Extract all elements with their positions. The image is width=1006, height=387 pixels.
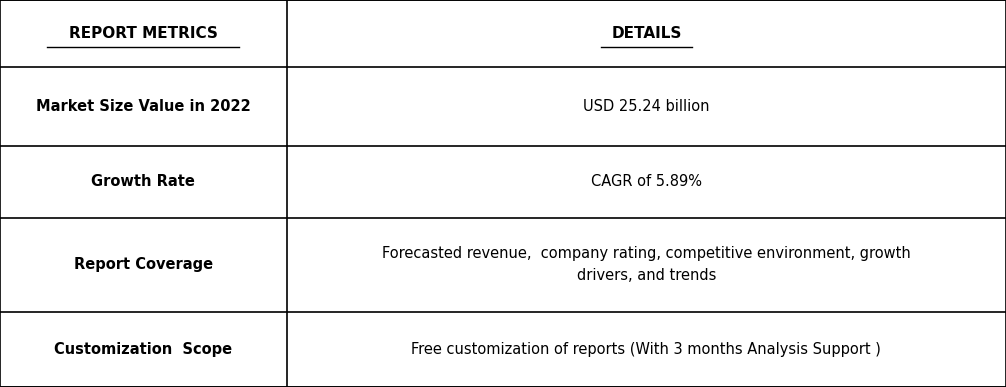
Text: REPORT METRICS: REPORT METRICS: [69, 26, 217, 41]
Text: Forecasted revenue,  company rating, competitive environment, growth
drivers, an: Forecasted revenue, company rating, comp…: [382, 246, 910, 283]
Text: CAGR of 5.89%: CAGR of 5.89%: [591, 175, 702, 190]
Text: USD 25.24 billion: USD 25.24 billion: [583, 99, 709, 114]
Text: Report Coverage: Report Coverage: [73, 257, 213, 272]
Text: DETAILS: DETAILS: [612, 26, 681, 41]
Text: Free customization of reports (With 3 months Analysis Support ): Free customization of reports (With 3 mo…: [411, 342, 881, 357]
Text: Market Size Value in 2022: Market Size Value in 2022: [36, 99, 250, 114]
Text: Growth Rate: Growth Rate: [92, 175, 195, 190]
Text: Customization  Scope: Customization Scope: [54, 342, 232, 357]
